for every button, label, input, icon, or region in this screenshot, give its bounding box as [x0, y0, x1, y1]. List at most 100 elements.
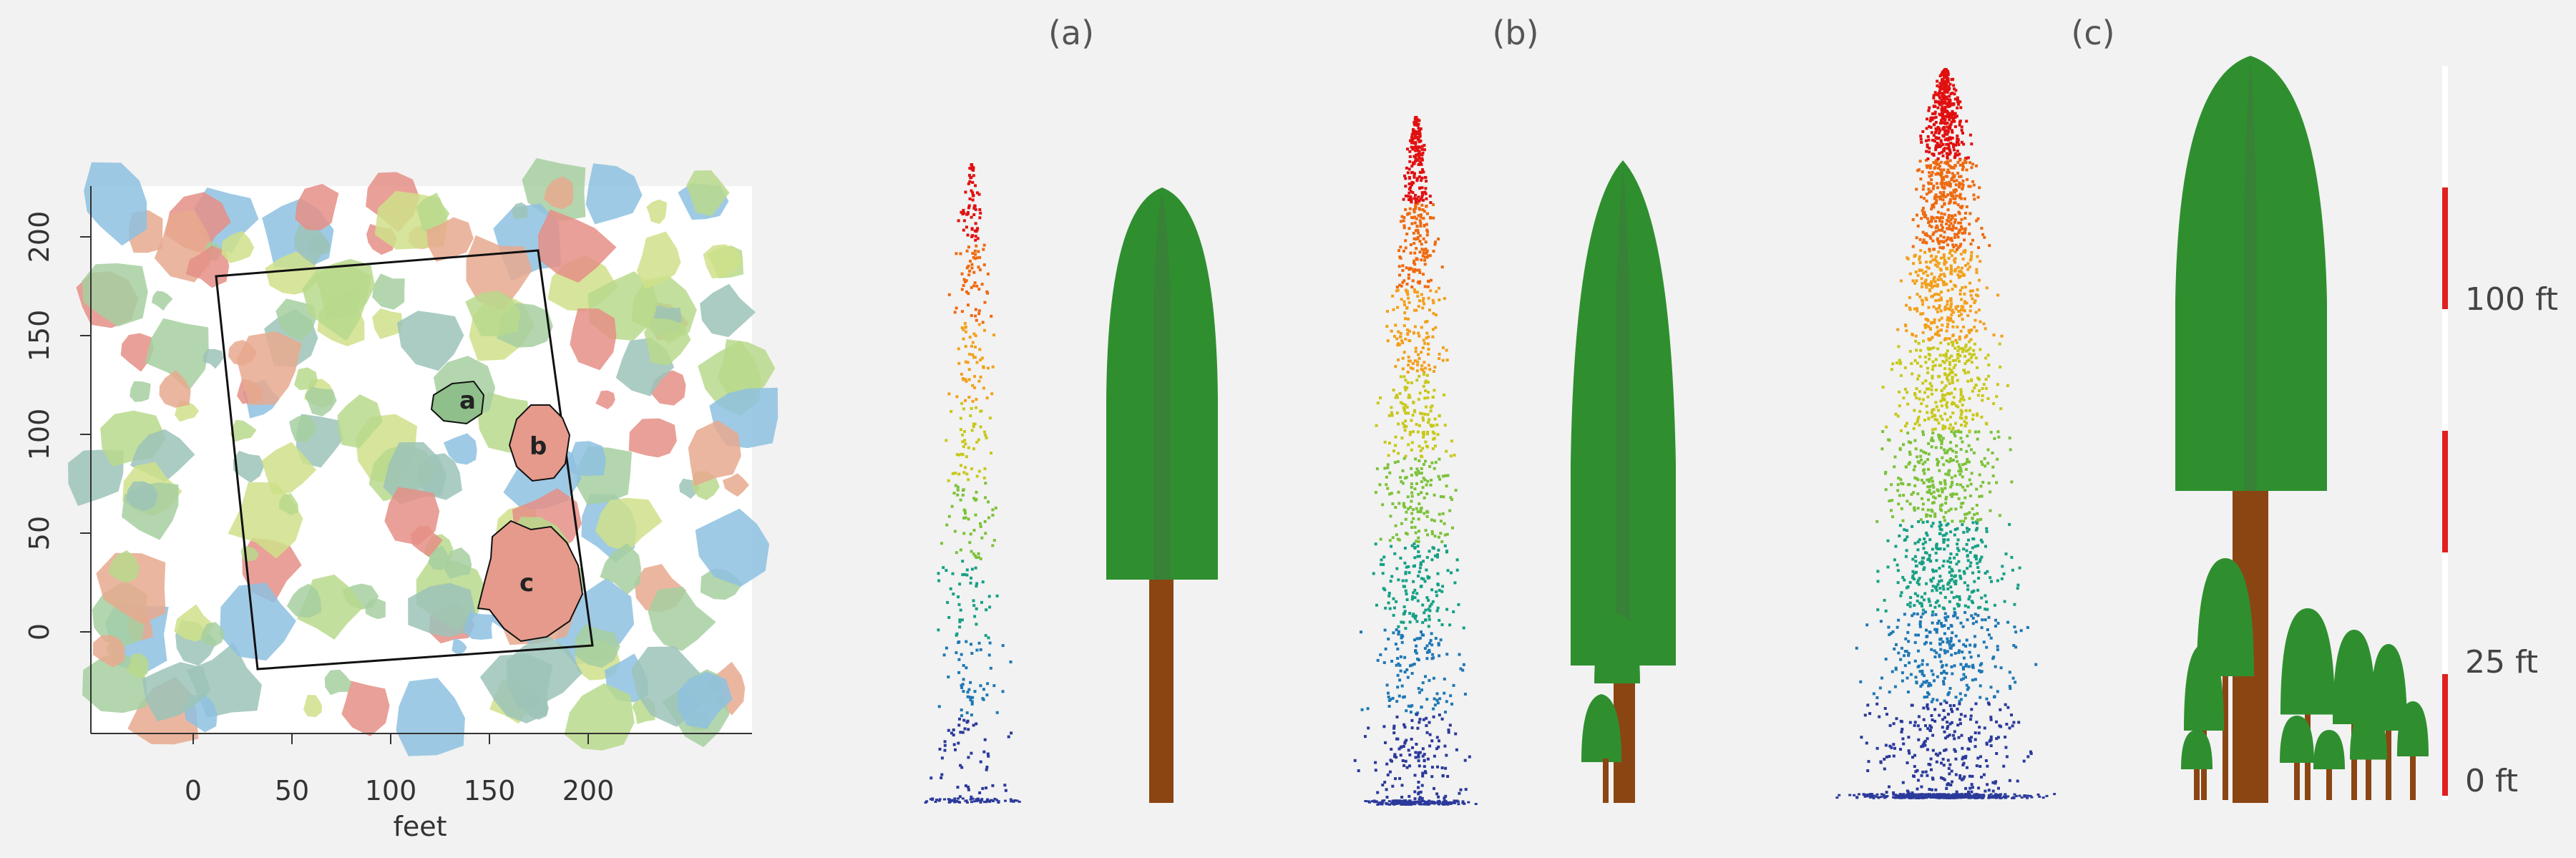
lidar-point — [971, 399, 975, 403]
lidar-point — [1375, 603, 1378, 607]
lidar-point — [1412, 269, 1415, 273]
lidar-point — [1430, 518, 1433, 522]
lidar-point — [1936, 159, 1939, 162]
lidar-point — [1957, 310, 1961, 313]
lidar-point — [1961, 231, 1964, 235]
lidar-point — [1922, 481, 1926, 484]
lidar-point — [1989, 431, 1993, 434]
lidar-point — [2029, 750, 2032, 754]
lidar-point — [970, 429, 974, 432]
lidar-point — [1968, 786, 1972, 790]
lidar-point — [1405, 386, 1409, 390]
lidar-point — [1935, 182, 1938, 185]
lidar-point — [1953, 387, 1957, 391]
lidar-point — [1967, 340, 1971, 343]
lidar-point — [1402, 457, 1406, 460]
lidar-point — [1986, 397, 1990, 400]
ground-point — [1418, 802, 1421, 805]
lidar-point — [1968, 352, 1971, 356]
lidar-point — [1925, 199, 1928, 203]
lidar-point — [1938, 304, 1941, 308]
lidar-point — [1995, 737, 1999, 741]
ground-point — [1967, 793, 1971, 796]
ground-point — [1908, 796, 1911, 799]
lidar-point — [1407, 175, 1411, 179]
lidar-point — [1410, 381, 1413, 384]
lidar-point — [1946, 725, 1950, 728]
lidar-point — [1987, 374, 1991, 378]
lidar-point — [1916, 293, 1919, 296]
lidar-point — [965, 225, 968, 229]
lidar-point — [1459, 788, 1463, 791]
lidar-point — [1926, 737, 1929, 741]
lidar-point — [982, 366, 985, 369]
lidar-point — [1925, 635, 1928, 638]
lidar-point — [1943, 595, 1947, 599]
lidar-point — [1412, 613, 1415, 616]
lidar-point — [1426, 254, 1430, 258]
lidar-point — [990, 314, 993, 318]
lidar-point — [1943, 451, 1947, 454]
lidar-point — [1420, 688, 1423, 692]
lidar-point — [1938, 547, 1942, 550]
lidar-point — [1996, 579, 1999, 582]
lidar-point — [1936, 142, 1939, 145]
lidar-point — [1950, 721, 1953, 724]
lidar-point — [1421, 447, 1425, 450]
lidar-point — [1431, 395, 1435, 399]
lidar-point — [1916, 581, 1919, 585]
lidar-point — [1933, 321, 1936, 324]
lidar-point — [1379, 537, 1382, 541]
lidar-point — [1971, 786, 1974, 789]
lidar-point — [1390, 411, 1393, 414]
lidar-point — [1409, 243, 1413, 246]
lidar-point — [1938, 318, 1941, 322]
lidar-point — [1971, 571, 1974, 575]
lidar-point — [1958, 416, 1962, 419]
lidar-point — [1884, 744, 1888, 747]
lidar-point — [1401, 421, 1405, 425]
ground-point — [952, 799, 955, 801]
lidar-point — [1958, 463, 1961, 467]
lidar-point — [1938, 751, 1942, 755]
lidar-point — [1946, 322, 1950, 326]
lidar-point — [1924, 379, 1928, 383]
lidar-point — [1913, 464, 1917, 468]
lidar-point — [970, 550, 973, 553]
lidar-point — [2008, 671, 2011, 674]
lidar-point — [1958, 774, 1962, 777]
lidar-point — [1407, 356, 1410, 359]
lidar-point — [1955, 492, 1958, 496]
lidar-point — [1941, 534, 1945, 537]
lidar-point — [991, 365, 995, 369]
lidar-point — [1968, 346, 1972, 350]
lidar-point — [1909, 441, 1913, 444]
lidar-point — [1954, 143, 1958, 147]
lidar-point — [1958, 354, 1962, 358]
lidar-point — [1933, 195, 1937, 199]
lidar-point — [975, 244, 978, 248]
lidar-point — [1956, 106, 1959, 109]
lidar-point — [957, 741, 960, 745]
lidar-point — [1973, 301, 1976, 304]
lidar-point — [1424, 459, 1427, 463]
lidar-point — [1916, 213, 1918, 217]
lidar-point — [1934, 551, 1938, 555]
lidar-point — [1947, 691, 1951, 694]
lidar-point — [1947, 127, 1951, 130]
lidar-point — [1949, 142, 1953, 145]
lidar-point — [1908, 308, 1912, 311]
lidar-point — [1929, 439, 1933, 442]
lidar-point — [1412, 580, 1415, 583]
lidar-point — [1367, 726, 1370, 730]
lidar-point — [1935, 405, 1938, 409]
lidar-point — [1975, 620, 1979, 623]
lidar-point — [1980, 460, 1984, 464]
lidar-point — [1407, 227, 1411, 230]
ground-point — [1916, 793, 1918, 796]
lidar-point — [957, 723, 961, 727]
lidar-point — [1951, 381, 1954, 384]
lidar-point — [1917, 520, 1921, 523]
lidar-point — [1403, 386, 1407, 389]
lidar-point — [1407, 507, 1410, 511]
